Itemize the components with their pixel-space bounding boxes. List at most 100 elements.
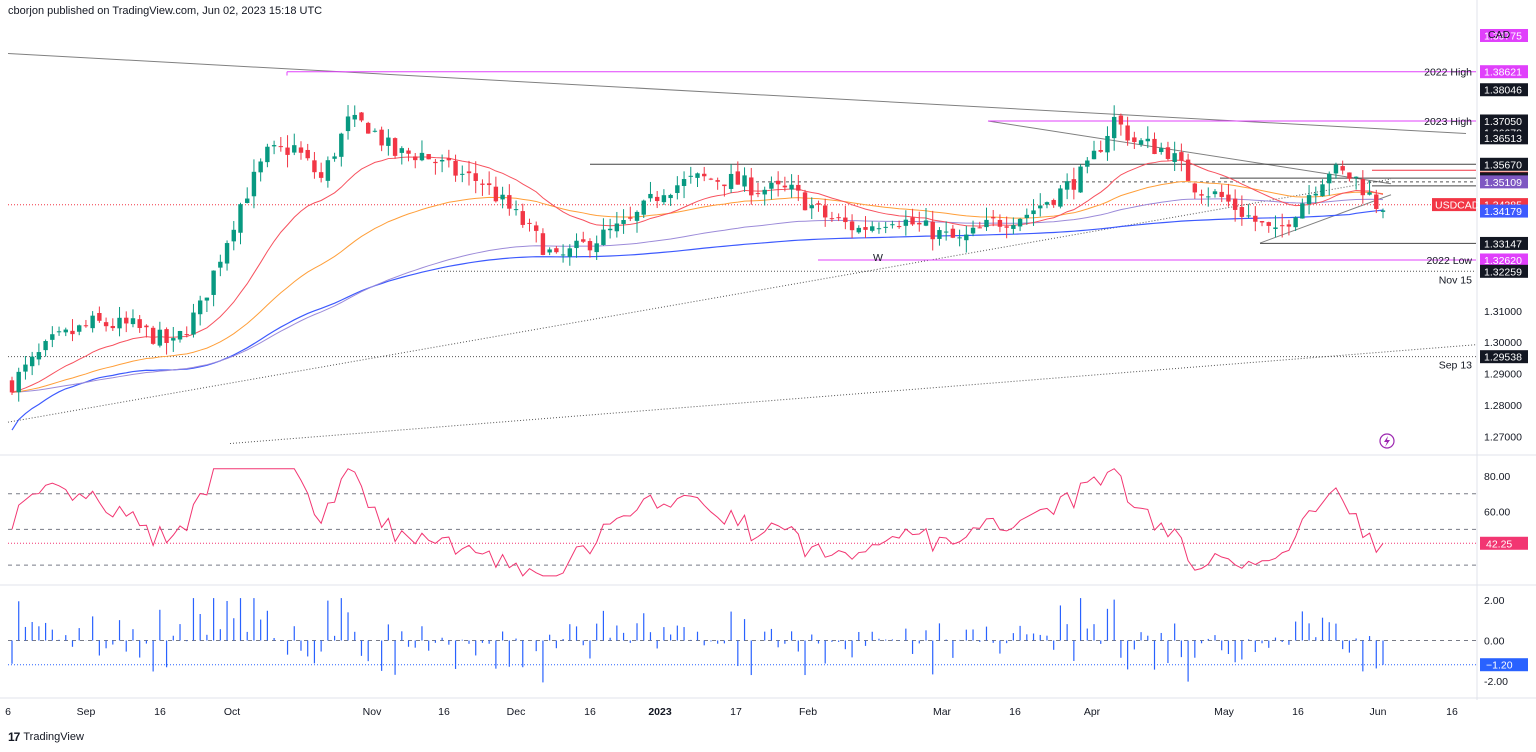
- price-level-tag: 1.35109: [1480, 175, 1528, 189]
- candle-body: [1347, 172, 1352, 179]
- candle-body: [392, 138, 398, 156]
- candle: [258, 158, 263, 182]
- candle: [305, 143, 310, 161]
- candle: [56, 326, 62, 336]
- candle: [23, 355, 28, 380]
- candle: [1226, 183, 1231, 207]
- candle-body: [1313, 193, 1318, 196]
- candle-body: [1266, 222, 1271, 226]
- candle: [1044, 201, 1050, 209]
- candle-body: [16, 371, 21, 393]
- candle: [1058, 185, 1063, 209]
- candle: [607, 218, 613, 239]
- candle-body: [1212, 191, 1218, 195]
- candle: [520, 203, 525, 228]
- candle-body: [218, 261, 223, 268]
- candle: [1253, 206, 1258, 232]
- candle-body: [1064, 181, 1070, 190]
- candle-body: [943, 231, 949, 233]
- candle-body: [540, 233, 546, 255]
- price-tag-bg: [1480, 253, 1528, 267]
- candle-body: [843, 217, 848, 223]
- candle: [991, 209, 996, 227]
- candle-body: [775, 180, 781, 185]
- candle: [325, 156, 331, 188]
- candle: [802, 189, 808, 211]
- symbol-tag-bg: [1432, 198, 1476, 212]
- candle-body: [829, 218, 835, 220]
- candle-body: [896, 226, 902, 228]
- candle: [1232, 189, 1238, 222]
- candle: [1185, 153, 1191, 181]
- candle: [601, 218, 606, 246]
- candle: [164, 327, 169, 355]
- candle-body: [1179, 152, 1184, 161]
- candle: [648, 181, 653, 202]
- candle: [16, 367, 21, 402]
- candle: [587, 238, 593, 258]
- candle-body: [453, 160, 458, 176]
- candle: [413, 152, 418, 169]
- resistance-trendline: [987, 120, 1392, 185]
- candle-body: [238, 204, 243, 233]
- candle: [1031, 199, 1036, 226]
- time-axis: 6 Sep 16 Oct Nov 16 Dec 16 2023 17 Feb Mar 16 Apr May 1…: [5, 706, 1458, 718]
- candle: [1038, 193, 1043, 217]
- candle: [1306, 185, 1312, 215]
- candle-body: [1340, 166, 1345, 171]
- candle: [574, 233, 579, 258]
- time-tick: Sep: [77, 706, 96, 718]
- candle: [406, 147, 411, 162]
- candle: [668, 193, 673, 206]
- candle-body: [601, 229, 606, 245]
- price-level-tag: 1.34179: [1480, 204, 1528, 218]
- level-note: 2022 High: [1424, 67, 1472, 79]
- candle: [43, 339, 48, 357]
- candle-body: [1232, 198, 1238, 210]
- candle-body: [668, 194, 673, 199]
- candle: [695, 172, 700, 188]
- candle: [83, 319, 89, 328]
- candle: [1340, 160, 1345, 175]
- price-tag-value: 1.29538: [1484, 352, 1522, 364]
- candle: [581, 231, 586, 243]
- candle-body: [1219, 191, 1224, 197]
- candle-body: [1367, 192, 1372, 195]
- candle-body: [1051, 200, 1056, 205]
- candle: [702, 166, 707, 182]
- candle-body: [769, 182, 774, 189]
- candle-body: [77, 325, 82, 332]
- time-tick: May: [1214, 706, 1235, 718]
- candle-body: [1125, 125, 1130, 141]
- time-tick: 16: [1009, 706, 1021, 718]
- candle-body: [950, 228, 956, 238]
- lightning-icon-ring: [1379, 433, 1395, 449]
- candle-body: [117, 317, 122, 329]
- candle: [110, 318, 116, 332]
- candle: [1085, 157, 1090, 174]
- candle: [1374, 189, 1379, 214]
- candle-body: [883, 226, 888, 228]
- candle: [614, 211, 620, 238]
- candle: [486, 171, 492, 195]
- candle: [197, 295, 203, 326]
- candle: [1246, 204, 1251, 219]
- candle-body: [204, 297, 210, 301]
- candle: [742, 167, 747, 192]
- candle: [890, 220, 895, 229]
- candle: [446, 149, 452, 168]
- candle: [923, 207, 929, 227]
- candle-body: [681, 179, 687, 186]
- candle: [50, 326, 55, 348]
- candle: [433, 158, 438, 175]
- candle: [534, 221, 539, 243]
- candle: [513, 200, 519, 216]
- time-tick: 17: [730, 706, 742, 718]
- lightning-icon-bolt: [1384, 436, 1390, 447]
- candle: [298, 141, 304, 160]
- candle: [970, 220, 976, 237]
- candle: [708, 177, 714, 181]
- candle: [1293, 216, 1298, 231]
- candle: [177, 330, 183, 343]
